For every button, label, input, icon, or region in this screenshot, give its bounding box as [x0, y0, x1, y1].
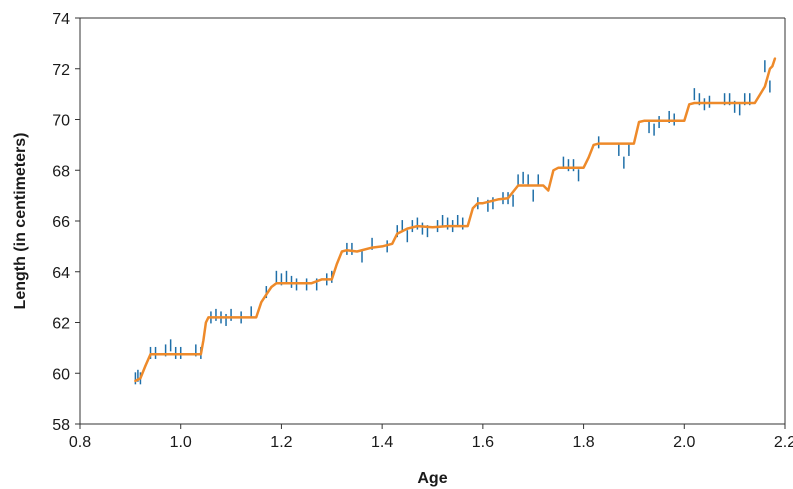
y-axis-title: Length (in centimeters) [12, 133, 29, 310]
x-tick-label: 2.2 [774, 434, 793, 451]
x-tick-label: 1.8 [572, 434, 594, 451]
y-tick-label: 74 [52, 11, 70, 28]
y-tick-label: 70 [52, 113, 70, 130]
y-tick-label: 58 [52, 417, 70, 434]
measurement-marks [134, 60, 771, 385]
y-tick-label: 62 [52, 316, 70, 333]
x-tick-label: 1.4 [371, 434, 393, 451]
y-axis-ticks: 58 60 62 64 66 68 70 72 74 [52, 11, 80, 434]
x-tick-label: 1.6 [472, 434, 494, 451]
x-tick-label: 0.8 [69, 434, 91, 451]
x-tick-label: 2.0 [673, 434, 695, 451]
fit-line [134, 57, 777, 383]
x-axis-title: Age [417, 470, 447, 487]
y-tick-label: 60 [52, 366, 70, 383]
plot-frame [79, 17, 786, 425]
x-tick-label: 1.2 [270, 434, 292, 451]
x-axis-ticks: 0.8 1.0 1.2 1.4 1.6 1.8 2.0 2.2 [69, 424, 793, 451]
y-tick-label: 72 [52, 62, 70, 79]
y-tick-label: 66 [52, 214, 70, 231]
y-tick-label: 68 [52, 163, 70, 180]
fit-line-group [134, 57, 777, 383]
y-tick-label: 64 [52, 265, 70, 282]
x-tick-label: 1.0 [170, 434, 192, 451]
